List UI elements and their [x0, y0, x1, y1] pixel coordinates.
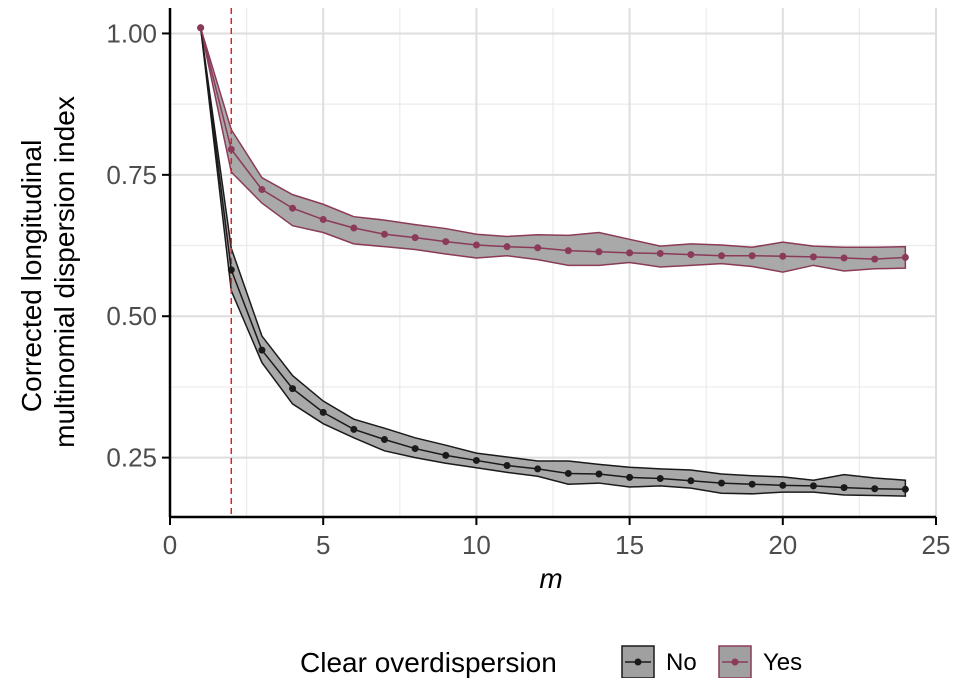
line-no: [199, 27, 906, 491]
point-yes: [840, 254, 848, 262]
legend: Clear overdispersion No Yes: [300, 645, 802, 678]
point-no: [289, 385, 297, 393]
y-axis-title-line-2: multinomial dispersion index: [49, 96, 80, 448]
point-no: [319, 408, 327, 416]
y-tick-label: 0.50: [106, 301, 157, 331]
point-yes: [656, 249, 664, 257]
point-no: [380, 436, 388, 444]
point-no: [809, 482, 817, 490]
point-no: [503, 462, 511, 470]
point-no: [840, 484, 848, 492]
legend-item-yes: Yes: [718, 645, 802, 678]
x-tick-label: 20: [768, 530, 797, 560]
point-no: [901, 485, 909, 493]
point-no: [656, 475, 664, 483]
point-yes: [718, 252, 726, 260]
x-tick-label: 0: [163, 530, 177, 560]
point-no: [258, 346, 266, 354]
point-no: [871, 485, 879, 493]
y-axis-title-line-1: Corrected longitudinal: [16, 140, 47, 412]
x-tick-label: 25: [922, 530, 951, 560]
x-tick-label: 10: [462, 530, 491, 560]
point-no: [472, 456, 480, 464]
point-yes: [289, 204, 297, 212]
point-yes: [595, 248, 603, 256]
point-yes: [380, 230, 388, 238]
point-no: [534, 465, 542, 473]
point-yes: [748, 252, 756, 260]
point-yes: [564, 247, 572, 255]
y-tick-label: 1.00: [106, 18, 157, 48]
point-no: [564, 469, 572, 477]
point-yes: [871, 255, 879, 263]
axes: 0 5 10 15 20 25 0.25 0.50 0.75 1.00: [106, 8, 950, 560]
point-yes: [197, 24, 205, 32]
x-tick-label: 15: [615, 530, 644, 560]
point-no: [350, 425, 358, 433]
point-yes: [809, 253, 817, 261]
point-yes: [779, 252, 787, 260]
legend-label-yes: Yes: [763, 649, 802, 676]
point-yes: [258, 186, 266, 194]
point-no: [442, 451, 450, 459]
x-tick-label: 5: [316, 530, 330, 560]
point-yes: [350, 224, 358, 232]
point-yes: [534, 244, 542, 252]
point-no: [626, 473, 634, 481]
y-tick-label: 0.25: [106, 443, 157, 473]
point-yes: [442, 238, 450, 246]
legend-item-no: No: [621, 645, 697, 678]
point-no: [748, 480, 756, 488]
point-no: [411, 445, 419, 453]
point-yes: [626, 249, 634, 257]
point-no: [595, 470, 603, 478]
legend-label-no: No: [666, 649, 697, 676]
legend-key-yes-point: [731, 658, 739, 666]
point-no: [718, 479, 726, 487]
point-yes: [319, 216, 327, 224]
point-no: [227, 266, 235, 274]
legend-key-no-point: [634, 658, 642, 666]
series-points: [197, 24, 909, 493]
point-yes: [411, 234, 419, 242]
point-yes: [503, 243, 511, 251]
point-no: [687, 477, 695, 485]
point-yes: [227, 145, 235, 153]
point-yes: [472, 241, 480, 249]
y-tick-label: 0.75: [106, 160, 157, 190]
y-axis-title: Corrected longitudinal multinomial dispe…: [16, 96, 80, 448]
point-yes: [687, 251, 695, 259]
line-yes: [199, 27, 906, 260]
point-yes: [901, 253, 909, 261]
point-no: [779, 481, 787, 489]
series-lines: [199, 27, 906, 491]
legend-title: Clear overdispersion: [300, 647, 557, 678]
x-axis-title: m: [539, 563, 562, 594]
